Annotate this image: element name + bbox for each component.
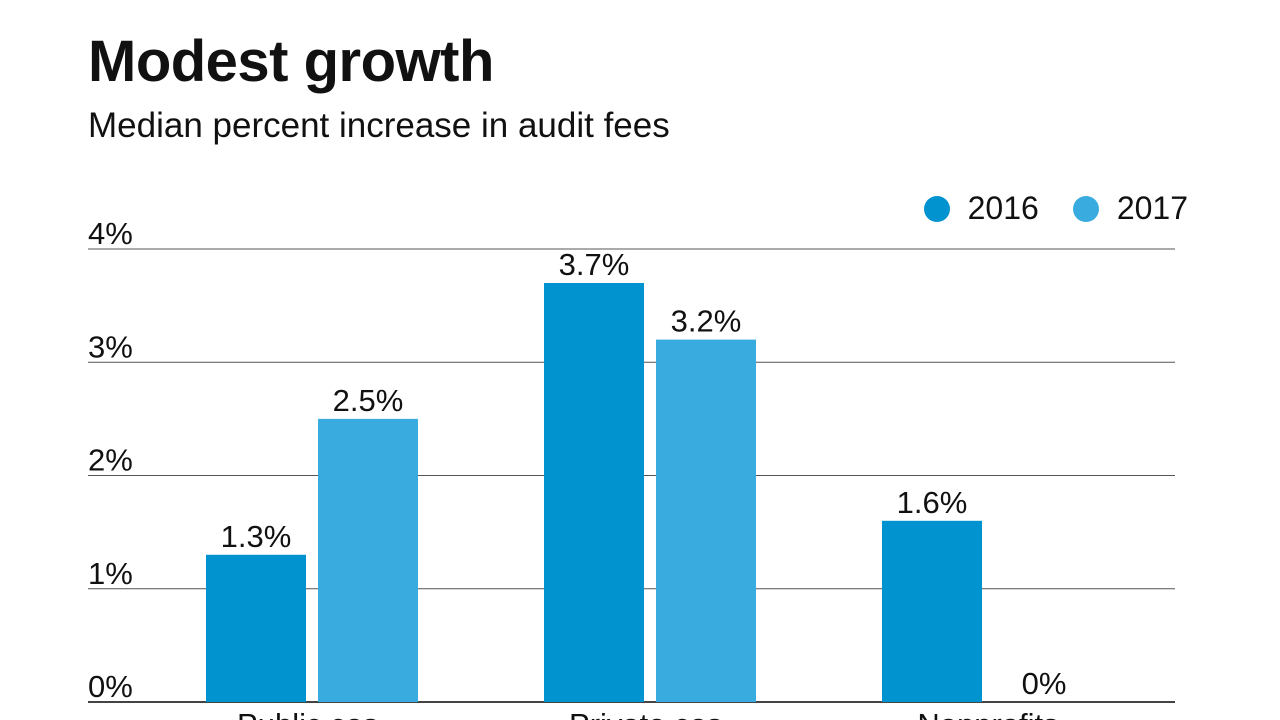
data-label: 2.5% <box>333 383 404 418</box>
category-label: Public cos. <box>237 707 387 720</box>
legend-swatch-2017 <box>1072 195 1099 222</box>
bar-2016 <box>544 282 644 702</box>
data-label: 1.3% <box>221 519 292 554</box>
y-tick-label: 1% <box>88 556 133 591</box>
y-tick-label: 3% <box>88 329 133 364</box>
data-label: 3.7% <box>559 247 630 282</box>
bar-2017 <box>656 339 756 702</box>
bar-2016 <box>882 520 982 702</box>
legend-label-2017: 2017 <box>1116 190 1188 226</box>
data-label: 0% <box>1022 666 1067 701</box>
chart-title: Modest growth <box>88 29 494 94</box>
category-label: Private cos. <box>569 707 731 720</box>
y-tick-label: 2% <box>88 443 133 478</box>
legend-swatch-2016 <box>923 195 950 222</box>
legend-item-2016: 2016 <box>923 190 1039 227</box>
y-tick-label: 0% <box>88 669 133 704</box>
data-label: 1.6% <box>897 485 968 520</box>
chart-subtitle: Median percent increase in audit fees <box>88 106 670 145</box>
legend: 2016 2017 <box>890 190 1188 227</box>
legend-label-2016: 2016 <box>967 190 1039 226</box>
bar-2017 <box>318 418 418 702</box>
bar-2016 <box>206 554 306 702</box>
data-label: 3.2% <box>671 304 742 339</box>
category-label: Nonprofits <box>917 707 1058 720</box>
y-tick-label: 4% <box>88 216 133 251</box>
legend-item-2017: 2017 <box>1072 190 1188 227</box>
